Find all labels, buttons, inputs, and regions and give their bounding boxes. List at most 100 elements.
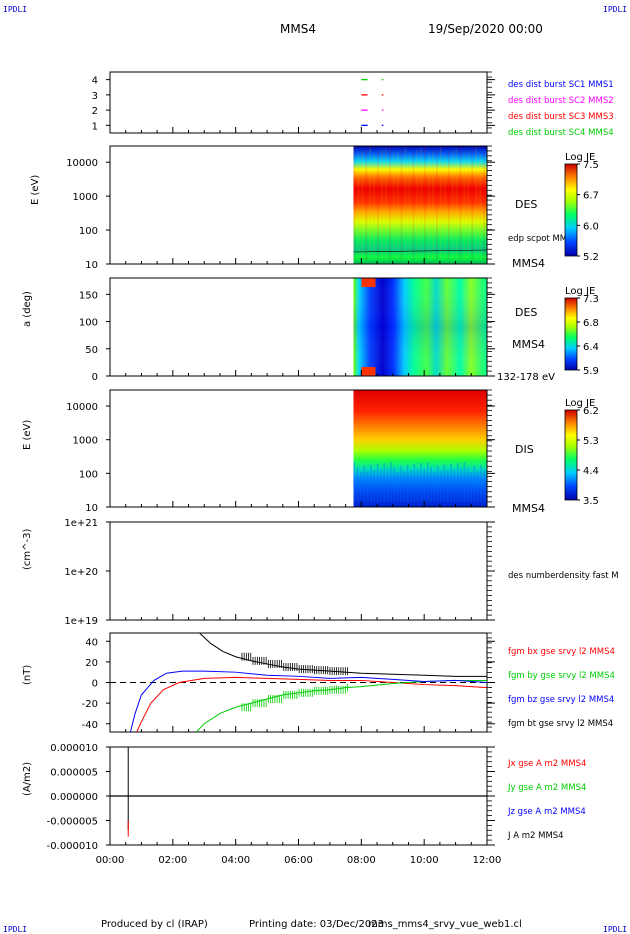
dis-energy-texture <box>413 464 416 502</box>
dis-energy-texture <box>446 470 449 502</box>
corner-mark-bottom-right: IPDLI <box>603 925 628 934</box>
dis-energy-ytick-label: 10000 <box>66 402 98 413</box>
density-ytick-label: 1e+20 <box>64 567 98 578</box>
corner-mark-top-right: IPDLI <box>603 5 628 14</box>
fgm-bz-line <box>129 670 488 733</box>
colorbar-3-tick-label: 3.5 <box>583 496 599 507</box>
current-ytick-label: 0.000000 <box>50 792 98 803</box>
des-energy-spectrogram-fill <box>353 146 487 264</box>
colorbar-3-title: Log JE <box>565 398 595 409</box>
dis-energy-texture <box>403 471 406 502</box>
colorbar-3 <box>564 409 578 501</box>
colorbar-3-tick-label: 5.3 <box>583 436 599 447</box>
des-pitch-ytick-label: 100 <box>79 318 98 329</box>
burst-ytick-label: 3 <box>92 91 98 102</box>
current-ytick-label: -0.000010 <box>47 841 98 852</box>
des-energy-texture <box>365 149 368 260</box>
fgm-ytick-label: -20 <box>82 699 98 710</box>
panel-burst-frame <box>109 71 488 134</box>
des-pitch-spacecraft-label: MMS4 <box>512 338 545 351</box>
dis-energy-texture <box>483 470 486 502</box>
current-legend-3: J A m2 MMS4 <box>507 831 564 841</box>
x-axis-tick-label: 10:00 <box>410 855 439 866</box>
footer-filename: mms_mms4_srvy_vue_web1.cl <box>368 919 522 930</box>
des-energy-texture <box>404 147 407 260</box>
dis-energy-spacecraft-label: MMS4 <box>512 502 545 515</box>
dis-energy-texture <box>466 467 469 502</box>
current-legend-2: Jz gse A m2 MMS4 <box>507 807 586 817</box>
des-pitch-angle-overlay <box>353 278 487 376</box>
edp-scpot-label: edp scpot MMS4 <box>508 234 578 244</box>
des-energy-texture <box>463 153 466 260</box>
burst-legend-sc4: des dist burst SC4 MMS4 <box>508 128 614 138</box>
footer-produced-by: Produced by cl (IRAP) <box>101 919 208 930</box>
dis-energy-spectrogram-fill <box>353 390 487 507</box>
des-pitch-ytick-label: 0 <box>92 372 98 383</box>
des-energy-texture <box>432 151 435 260</box>
dis-energy-label: DIS <box>515 443 534 456</box>
colorbar-1 <box>564 163 578 257</box>
dis-energy-ylabel: E (eV) <box>22 420 33 450</box>
des-energy-texture <box>400 149 403 260</box>
des-energy-texture <box>479 154 482 260</box>
x-axis-tick-label: 12:00 <box>473 855 502 866</box>
dis-energy-texture <box>380 469 382 502</box>
dis-energy-texture <box>400 466 402 502</box>
colorbar-3-tick-label: 6.2 <box>583 406 599 417</box>
des-energy-texture <box>373 154 376 260</box>
des-energy-texture <box>471 149 474 260</box>
des-energy-texture <box>459 146 462 260</box>
dis-energy-ytick-label: 100 <box>79 469 98 480</box>
des-energy-texture <box>361 151 364 260</box>
des-energy-texture <box>451 150 454 260</box>
colorbar-2-tick-label: 5.9 <box>583 366 599 377</box>
dis-energy-texture <box>460 468 462 502</box>
density-ytick-label: 1e+21 <box>64 518 98 529</box>
fgm-ytick-label: 20 <box>85 658 98 669</box>
dis-energy-texture <box>436 466 439 502</box>
colorbar-3-tick-label: 4.4 <box>583 466 599 477</box>
des-energy-ylabel: E (eV) <box>30 175 41 205</box>
dis-energy-ytick-label: 10 <box>85 503 98 514</box>
dis-energy-texture <box>406 465 409 502</box>
dis-energy-texture <box>433 472 436 502</box>
des-energy-texture <box>377 152 380 260</box>
corner-mark-bottom-left: IPDLI <box>3 925 28 934</box>
des-pitch-angle-hot-top <box>361 278 376 287</box>
dis-energy-texture <box>416 469 419 502</box>
des-energy-texture <box>447 152 450 260</box>
des-energy-texture <box>428 153 431 260</box>
fgm-ytick-label: 40 <box>85 637 98 648</box>
spacecraft-title: MMS4 <box>280 22 316 36</box>
des-energy-texture <box>353 146 356 260</box>
dis-energy-texture <box>390 462 392 502</box>
x-axis-tick-label: 00:00 <box>96 855 125 866</box>
des-energy-spacecraft-label: MMS4 <box>512 257 545 270</box>
dis-energy-texture <box>423 468 426 502</box>
dis-energy-texture <box>353 462 355 502</box>
des-energy-texture <box>443 154 446 260</box>
burst-legend-sc3: des dist burst SC3 MMS3 <box>508 112 614 122</box>
density-legend: des numberdensity fast M <box>508 571 619 581</box>
des-energy-texture <box>420 148 423 260</box>
dis-energy-texture <box>373 470 376 502</box>
dis-energy-texture <box>396 472 399 502</box>
des-energy-texture <box>380 150 383 260</box>
burst-ytick-label: 4 <box>92 76 98 87</box>
dis-energy-texture <box>473 466 476 502</box>
dis-energy-texture <box>370 465 372 502</box>
colorbar-2 <box>564 297 578 371</box>
des-pitch-energy-range: 132-178 eV <box>497 372 555 383</box>
des-energy-texture <box>439 147 442 260</box>
colorbar-1-tick-label: 6.0 <box>583 221 599 232</box>
dis-energy-texture <box>450 464 452 502</box>
dis-energy-texture <box>430 467 432 502</box>
des-energy-texture <box>435 149 438 260</box>
dis-energy-texture <box>360 472 362 502</box>
des-energy-texture <box>392 153 395 260</box>
dis-energy-texture <box>443 465 446 502</box>
edp-scpot-line <box>353 249 488 253</box>
des-energy-ytick-label: 10 <box>85 260 98 271</box>
footer-printing-date: Printing date: 03/Dec/2023 <box>249 919 385 930</box>
